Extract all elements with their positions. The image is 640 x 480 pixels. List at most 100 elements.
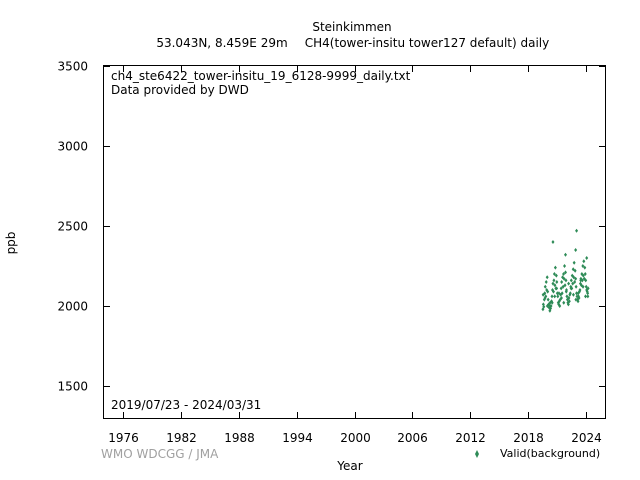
data-point bbox=[549, 304, 553, 308]
data-point bbox=[565, 294, 569, 299]
data-point bbox=[586, 286, 590, 291]
data-point bbox=[559, 296, 563, 300]
data-point bbox=[552, 278, 556, 283]
file-name-label: ch4_ste6422_tower-insitu_19_6128-9999_da… bbox=[111, 69, 411, 83]
data-point bbox=[574, 284, 578, 289]
y-tick-label: 1500 bbox=[57, 380, 88, 394]
data-point bbox=[552, 272, 556, 276]
data-point bbox=[551, 240, 555, 244]
data-point bbox=[576, 291, 580, 296]
data-point bbox=[555, 280, 559, 284]
data-point bbox=[563, 264, 567, 268]
data-point bbox=[580, 278, 584, 283]
x-tick-label: 2000 bbox=[340, 431, 371, 445]
data-point bbox=[572, 275, 576, 280]
data-point bbox=[586, 294, 590, 299]
station-location: 53.043N, 8.459E 29m bbox=[156, 36, 288, 50]
data-series bbox=[541, 228, 590, 313]
data-point bbox=[574, 276, 578, 281]
data-point bbox=[560, 291, 564, 296]
data-point bbox=[551, 281, 555, 286]
data-point bbox=[548, 308, 552, 313]
data-point bbox=[568, 291, 572, 296]
data-point bbox=[575, 228, 579, 233]
data-point bbox=[576, 299, 580, 304]
data-point bbox=[555, 291, 559, 296]
data-point bbox=[583, 272, 587, 276]
data-point bbox=[544, 280, 548, 284]
data-point bbox=[586, 291, 590, 296]
y-tick-label: 3500 bbox=[57, 60, 88, 74]
date-range-label: 2019/07/23 - 2024/03/31 bbox=[111, 398, 262, 412]
data-point bbox=[550, 300, 554, 305]
data-point bbox=[560, 280, 564, 284]
data-point bbox=[566, 302, 570, 307]
species-label: CH4(tower-insitu tower127 default) daily bbox=[304, 36, 550, 50]
data-point bbox=[572, 260, 576, 265]
data-point bbox=[584, 284, 588, 289]
data-point bbox=[545, 304, 549, 308]
data-point bbox=[574, 297, 578, 302]
data-point bbox=[555, 286, 559, 291]
data-point bbox=[567, 299, 571, 304]
y-tick-label: 2000 bbox=[57, 300, 88, 314]
data-point bbox=[563, 283, 567, 288]
data-point bbox=[545, 275, 549, 280]
data-point bbox=[571, 281, 575, 286]
x-tick-label: 1976 bbox=[108, 431, 139, 445]
credit-label: WMO WDCGG / JMA bbox=[101, 447, 219, 461]
data-point bbox=[584, 294, 588, 299]
data-point bbox=[581, 284, 585, 289]
data-point bbox=[554, 273, 558, 278]
data-point bbox=[573, 280, 577, 284]
data-point bbox=[583, 265, 587, 270]
data-point bbox=[567, 296, 571, 300]
x-tick-label: 2018 bbox=[513, 431, 544, 445]
data-point bbox=[571, 292, 575, 297]
data-point bbox=[575, 291, 579, 296]
data-point bbox=[563, 270, 567, 275]
data-point bbox=[553, 283, 557, 288]
data-point bbox=[578, 288, 582, 292]
y-axis: 1500 2000 2500 3000 3500 bbox=[57, 60, 605, 394]
data-point bbox=[564, 278, 568, 283]
data-point bbox=[561, 284, 565, 289]
data-point bbox=[541, 292, 545, 297]
data-point bbox=[564, 289, 568, 294]
plot-frame bbox=[103, 65, 606, 419]
data-point bbox=[581, 264, 585, 268]
y-tick-label: 2500 bbox=[57, 220, 88, 234]
data-point bbox=[553, 265, 557, 270]
data-provider-label: Data provided by DWD bbox=[111, 83, 249, 97]
data-point bbox=[543, 296, 547, 300]
y-tick-label: 3000 bbox=[57, 140, 88, 154]
data-point bbox=[581, 273, 585, 278]
data-point bbox=[577, 296, 581, 300]
data-point bbox=[569, 286, 573, 291]
legend-marker-icon bbox=[475, 450, 479, 458]
x-tick-label: 2006 bbox=[397, 431, 428, 445]
x-axis-title: Year bbox=[337, 459, 363, 473]
data-point bbox=[574, 248, 578, 252]
data-point bbox=[546, 297, 550, 302]
x-tick-label: 1988 bbox=[224, 431, 255, 445]
data-point bbox=[567, 281, 571, 286]
data-point bbox=[579, 278, 583, 283]
legend-label: Valid(background) bbox=[500, 447, 601, 460]
data-point bbox=[584, 278, 588, 283]
data-point bbox=[558, 304, 562, 308]
x-tick-label: 2012 bbox=[455, 431, 486, 445]
data-point bbox=[582, 259, 586, 264]
data-point bbox=[551, 289, 555, 294]
data-point bbox=[571, 267, 575, 272]
legend: Valid(background) bbox=[470, 447, 600, 461]
data-point bbox=[563, 252, 567, 257]
data-point bbox=[559, 286, 563, 291]
data-point bbox=[569, 278, 573, 283]
data-point bbox=[553, 294, 557, 299]
data-point bbox=[585, 256, 589, 260]
station-title: Steinkimmen bbox=[312, 20, 392, 34]
data-point bbox=[546, 289, 550, 294]
x-tick-label: 2024 bbox=[571, 431, 602, 445]
